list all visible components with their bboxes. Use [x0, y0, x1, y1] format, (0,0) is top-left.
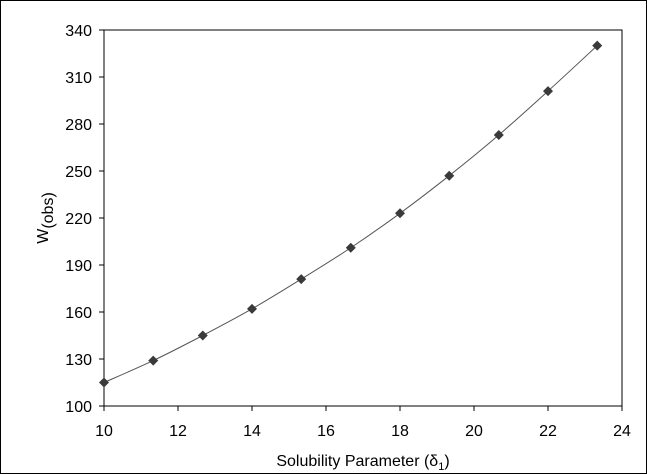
data-points	[99, 40, 603, 388]
data-point	[99, 377, 109, 388]
y-tick-label: 130	[65, 352, 92, 369]
data-point	[247, 303, 257, 314]
data-point	[148, 355, 159, 366]
x-tick-label: 14	[243, 423, 261, 440]
x-tick-label: 22	[539, 423, 557, 440]
y-tick-label: 100	[65, 399, 92, 416]
x-tick-label: 12	[169, 423, 187, 440]
data-point	[345, 242, 356, 253]
x-tick-label: 10	[95, 423, 113, 440]
x-tick-label: 16	[317, 423, 335, 440]
x-tick-label: 24	[613, 423, 631, 440]
x-tick-label: 18	[391, 423, 409, 440]
y-tick-label: 340	[65, 23, 92, 40]
trendline	[103, 45, 598, 383]
plot-area	[103, 29, 623, 407]
data-point	[444, 170, 455, 181]
data-point	[395, 208, 405, 219]
y-tick-label: 280	[65, 117, 92, 134]
data-point	[493, 129, 504, 140]
y-tick-label: 160	[65, 305, 92, 322]
x-axis-ticks: 10 12 14 16 18 20 22 24	[95, 406, 631, 440]
y-tick-label: 220	[65, 211, 92, 228]
y-tick-label: 250	[65, 164, 92, 181]
y-tick-label: 190	[65, 258, 92, 275]
data-point	[197, 330, 208, 341]
data-point	[592, 40, 603, 51]
y-axis-title: W(obs)	[35, 192, 57, 244]
x-axis-title: Solubility Parameter (δ1)	[276, 453, 449, 473]
x-tick-label: 20	[465, 423, 483, 440]
y-axis-ticks: 100 130 160 190 220 250 280 310 340	[65, 23, 104, 416]
y-tick-label: 310	[65, 70, 92, 87]
data-point	[296, 274, 307, 285]
data-point	[543, 86, 553, 97]
